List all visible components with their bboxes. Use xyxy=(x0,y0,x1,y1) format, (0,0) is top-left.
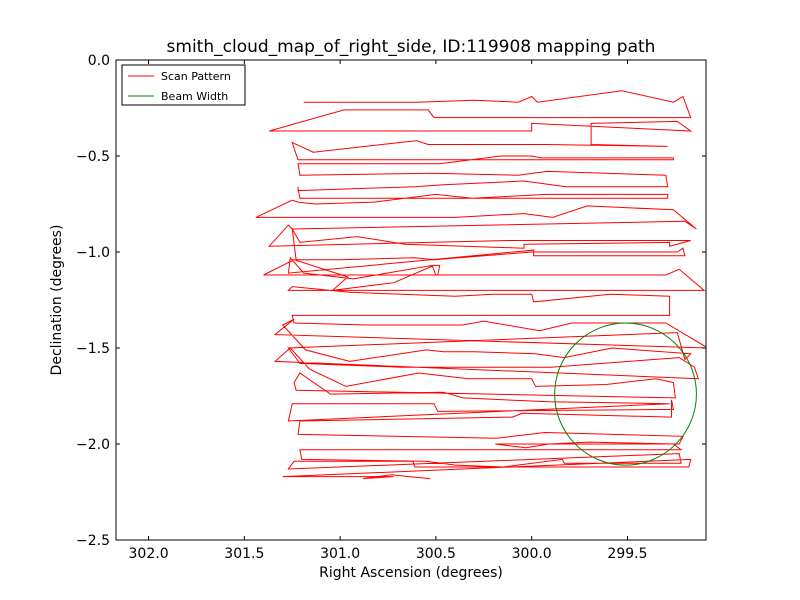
x-tick-label: 300.5 xyxy=(416,546,456,562)
axes-background xyxy=(116,60,706,540)
x-tick-label: 299.5 xyxy=(607,546,647,562)
legend-label-scan-pattern: Scan Pattern xyxy=(161,70,231,83)
y-tick-label: −2.0 xyxy=(76,437,110,453)
plot-area: 302.0 301.5 301.0 300.5 300.0 299.5 0.0 −0.5 −1… xyxy=(76,53,707,562)
y-tick-label: −2.5 xyxy=(76,533,110,549)
y-axis-label: Declination (degrees) xyxy=(49,225,65,376)
x-tick-label: 301.0 xyxy=(320,546,360,562)
axes-frame xyxy=(115,59,707,541)
x-axis-ticks: 302.0 301.5 301.0 300.5 300.0 299.5 xyxy=(129,60,648,562)
x-axis-label: Right Ascension (degrees) xyxy=(319,565,503,581)
x-tick-label: 301.5 xyxy=(224,546,264,562)
y-tick-label: −1.5 xyxy=(76,341,110,357)
scan-pattern-line xyxy=(255,90,706,480)
y-tick-label: −0.5 xyxy=(76,149,110,165)
x-tick-label: 300.0 xyxy=(512,546,552,562)
legend: Scan Pattern Beam Width xyxy=(121,64,246,106)
beam-width-circle xyxy=(554,322,697,466)
legend-box xyxy=(121,64,246,106)
x-tick-label: 302.0 xyxy=(129,546,169,562)
y-tick-label: 0.0 xyxy=(88,53,110,69)
y-axis-ticks: 0.0 −0.5 −1.0 −1.5 −2.0 −2.5 xyxy=(76,53,706,549)
y-tick-label: −1.0 xyxy=(76,245,110,261)
legend-label-beam-width: Beam Width xyxy=(161,90,228,103)
chart-title: smith_cloud_map_of_right_side, ID:119908… xyxy=(167,37,656,57)
